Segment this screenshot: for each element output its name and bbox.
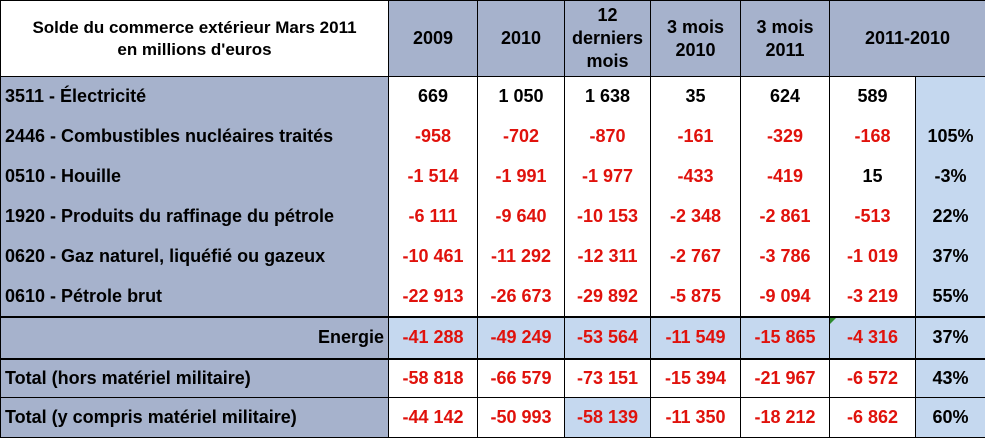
col-header-3m-2010: 3 mois 2010 bbox=[651, 1, 741, 77]
cell-diff: -168 bbox=[830, 117, 916, 157]
row-label: 0610 - Pétrole brut bbox=[1, 277, 389, 317]
cell-3m-2011: -18 212 bbox=[741, 398, 830, 438]
cell-diff: -3 219 bbox=[830, 277, 916, 317]
cell-pct: 55% bbox=[916, 277, 985, 317]
cell-12m: -53 564 bbox=[565, 317, 651, 359]
cell-2010: -26 673 bbox=[478, 277, 565, 317]
cell-pct: 22% bbox=[916, 197, 985, 237]
cell-2010: -702 bbox=[478, 117, 565, 157]
table-row: 0610 - Pétrole brut -22 913 -26 673 -29 … bbox=[1, 277, 985, 317]
total-row: Total (y compris matériel militaire) -44… bbox=[1, 398, 985, 438]
cell-2009: -958 bbox=[389, 117, 478, 157]
cell-2009: -58 818 bbox=[389, 359, 478, 398]
table-row: 3511 - Électricité 669 1 050 1 638 35 62… bbox=[1, 77, 985, 117]
cell-12m: -29 892 bbox=[565, 277, 651, 317]
col-header-3m2011-line1: 3 mois bbox=[745, 16, 825, 39]
cell-3m-2010: -11 350 bbox=[651, 398, 741, 438]
cell-3m-2010: -5 875 bbox=[651, 277, 741, 317]
cell-pct: 43% bbox=[916, 359, 985, 398]
cell-diff: 15 bbox=[830, 157, 916, 197]
table-title: Solde du commerce extérieur Mars 2011 en… bbox=[1, 1, 389, 77]
cell-diff: -513 bbox=[830, 197, 916, 237]
cell-diff: -1 019 bbox=[830, 237, 916, 277]
col-header-2010: 2010 bbox=[478, 1, 565, 77]
cell-3m-2011: -15 865 bbox=[741, 317, 830, 359]
col-header-2009: 2009 bbox=[389, 1, 478, 77]
col-header-12m-line1: 12 bbox=[569, 4, 646, 27]
cell-diff: -6 862 bbox=[830, 398, 916, 438]
table-row: 2446 - Combustibles nucléaires traités -… bbox=[1, 117, 985, 157]
table-title-line1: Solde du commerce extérieur Mars 2011 bbox=[5, 17, 384, 39]
cell-2010: -9 640 bbox=[478, 197, 565, 237]
row-label: 3511 - Électricité bbox=[1, 77, 389, 117]
cell-12m: -870 bbox=[565, 117, 651, 157]
cell-pct: 60% bbox=[916, 398, 985, 438]
cell-12m: -10 153 bbox=[565, 197, 651, 237]
cell-3m-2011: -2 861 bbox=[741, 197, 830, 237]
col-header-3m2010-line2: 2010 bbox=[655, 39, 736, 62]
total-label: Total (hors matériel militaire) bbox=[1, 359, 389, 398]
total-label: Total (y compris matériel militaire) bbox=[1, 398, 389, 438]
col-header-3m-2011: 3 mois 2011 bbox=[741, 1, 830, 77]
row-label: 0620 - Gaz naturel, liquéfié ou gazeux bbox=[1, 237, 389, 277]
row-label: 1920 - Produits du raffinage du pétrole bbox=[1, 197, 389, 237]
cell-3m-2010: -2 348 bbox=[651, 197, 741, 237]
cell-pct: 105% bbox=[916, 117, 985, 157]
total-row: Total (hors matériel militaire) -58 818 … bbox=[1, 359, 985, 398]
cell-diff: 589 bbox=[830, 77, 916, 117]
cell-2009: -1 514 bbox=[389, 157, 478, 197]
cell-2009: 669 bbox=[389, 77, 478, 117]
cell-3m-2011: -419 bbox=[741, 157, 830, 197]
cell-12m: -73 151 bbox=[565, 359, 651, 398]
cell-2009: -10 461 bbox=[389, 237, 478, 277]
cell-12m: -58 139 bbox=[565, 398, 651, 438]
cell-12m: -1 977 bbox=[565, 157, 651, 197]
col-header-3m2011-line2: 2011 bbox=[745, 39, 825, 62]
header-row: Solde du commerce extérieur Mars 2011 en… bbox=[1, 1, 985, 77]
cell-2009: -44 142 bbox=[389, 398, 478, 438]
table-row: 1920 - Produits du raffinage du pétrole … bbox=[1, 197, 985, 237]
row-label: 0510 - Houille bbox=[1, 157, 389, 197]
cell-3m-2010: 35 bbox=[651, 77, 741, 117]
col-header-12-months: 12 derniers mois bbox=[565, 1, 651, 77]
table-row: 0510 - Houille -1 514 -1 991 -1 977 -433… bbox=[1, 157, 985, 197]
col-header-3m2010-line1: 3 mois bbox=[655, 16, 736, 39]
cell-2010: -1 991 bbox=[478, 157, 565, 197]
cell-2009: -41 288 bbox=[389, 317, 478, 359]
table-row: 0620 - Gaz naturel, liquéfié ou gazeux -… bbox=[1, 237, 985, 277]
cell-2010: -11 292 bbox=[478, 237, 565, 277]
cell-2009: -6 111 bbox=[389, 197, 478, 237]
cell-2009: -22 913 bbox=[389, 277, 478, 317]
cell-2010: 1 050 bbox=[478, 77, 565, 117]
cell-pct: 37% bbox=[916, 237, 985, 277]
cell-pct: 37% bbox=[916, 317, 985, 359]
cell-2010: -49 249 bbox=[478, 317, 565, 359]
energy-label: Energie bbox=[1, 317, 389, 359]
cell-3m-2011: -9 094 bbox=[741, 277, 830, 317]
cell-3m-2011: -21 967 bbox=[741, 359, 830, 398]
table-title-line2: en millions d'euros bbox=[5, 39, 384, 61]
cell-2010: -50 993 bbox=[478, 398, 565, 438]
cell-diff: -4 316 bbox=[830, 317, 916, 359]
cell-12m: 1 638 bbox=[565, 77, 651, 117]
cell-3m-2010: -161 bbox=[651, 117, 741, 157]
cell-3m-2010: -433 bbox=[651, 157, 741, 197]
cell-3m-2011: 624 bbox=[741, 77, 830, 117]
col-header-12m-line2: derniers bbox=[569, 27, 646, 50]
cell-3m-2010: -2 767 bbox=[651, 237, 741, 277]
cell-3m-2011: -329 bbox=[741, 117, 830, 157]
energy-row: Energie -41 288 -49 249 -53 564 -11 549 … bbox=[1, 317, 985, 359]
cell-12m: -12 311 bbox=[565, 237, 651, 277]
cell-3m-2010: -11 549 bbox=[651, 317, 741, 359]
col-header-diff: 2011-2010 bbox=[830, 1, 985, 77]
cell-diff: -6 572 bbox=[830, 359, 916, 398]
cell-pct bbox=[916, 77, 985, 117]
cell-3m-2011: -3 786 bbox=[741, 237, 830, 277]
col-header-12m-line3: mois bbox=[569, 50, 646, 73]
row-label: 2446 - Combustibles nucléaires traités bbox=[1, 117, 389, 157]
cell-2010: -66 579 bbox=[478, 359, 565, 398]
cell-3m-2010: -15 394 bbox=[651, 359, 741, 398]
cell-pct: -3% bbox=[916, 157, 985, 197]
